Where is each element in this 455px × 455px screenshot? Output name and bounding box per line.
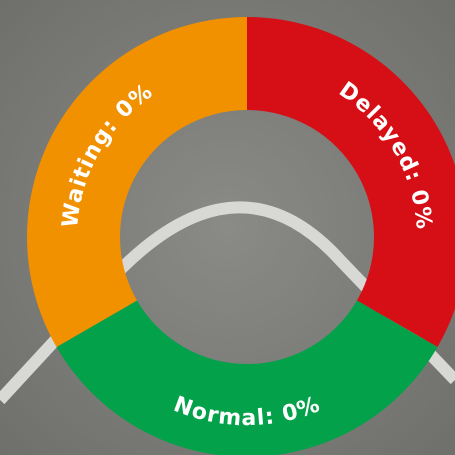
road-marking bbox=[0, 201, 455, 405]
normal-segment[interactable] bbox=[56, 300, 438, 455]
waiting-segment[interactable] bbox=[27, 17, 247, 347]
delayed-segment[interactable] bbox=[247, 17, 455, 347]
